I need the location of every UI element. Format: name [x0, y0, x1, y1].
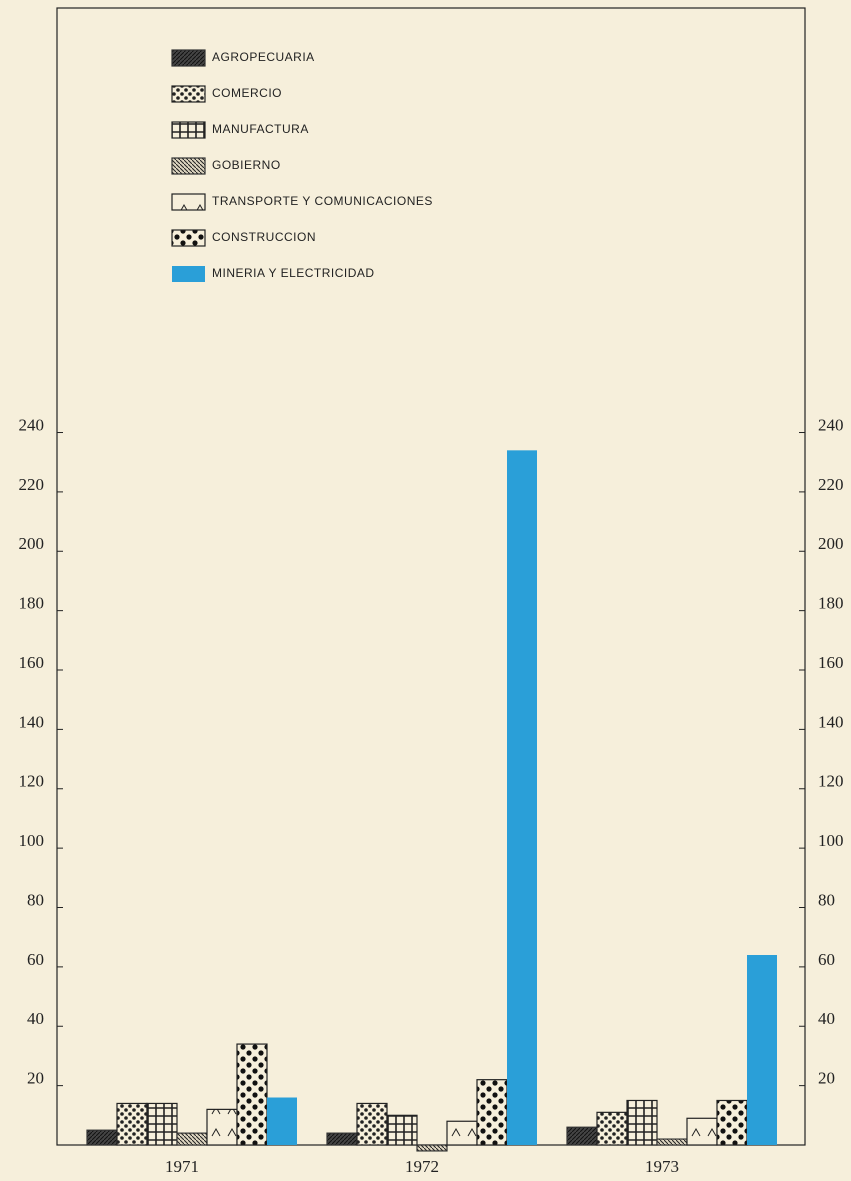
bar	[326, 1132, 358, 1146]
bar	[416, 1144, 448, 1152]
bar	[716, 1099, 748, 1146]
y-tick-label: 140	[19, 712, 45, 731]
bar	[596, 1111, 628, 1146]
y2-tick-label: 20	[818, 1069, 835, 1088]
y-tick-label: 120	[19, 772, 45, 791]
y2-tick-label: 80	[818, 890, 835, 909]
y2-tick-label: 100	[818, 831, 844, 850]
y-tick-label: 200	[19, 534, 45, 553]
y-tick-label: 220	[19, 475, 45, 494]
bar	[267, 1097, 297, 1145]
y-tick-label: 100	[19, 831, 45, 850]
y2-tick-label: 160	[818, 653, 844, 672]
bar	[386, 1114, 418, 1146]
bar	[116, 1102, 148, 1146]
y2-tick-label: 140	[818, 712, 844, 731]
y2-tick-label: 240	[818, 415, 844, 434]
bar	[656, 1138, 688, 1146]
bar	[146, 1102, 178, 1146]
bar	[476, 1079, 508, 1146]
legend-label: MANUFACTURA	[212, 122, 309, 136]
legend-swatch	[171, 157, 206, 175]
bar	[686, 1117, 718, 1146]
legend-swatch	[171, 229, 206, 247]
legend-label: MINERIA Y ELECTRICIDAD	[212, 266, 375, 280]
bar	[507, 450, 537, 1145]
y-tick-label: 180	[19, 594, 45, 613]
y2-tick-label: 200	[818, 534, 844, 553]
y-tick-label: 240	[19, 415, 45, 434]
legend-label: COMERCIO	[212, 86, 282, 100]
bar	[626, 1099, 658, 1146]
legend-label: AGROPECUARIA	[212, 50, 315, 64]
legend-swatch	[171, 85, 206, 103]
bar	[356, 1102, 388, 1146]
legend-label: TRANSPORTE Y COMUNICACIONES	[212, 194, 433, 208]
bar	[566, 1126, 598, 1146]
bar	[176, 1132, 208, 1146]
legend-label: GOBIERNO	[212, 158, 281, 172]
y2-tick-label: 120	[818, 772, 844, 791]
bar	[446, 1120, 478, 1146]
bar	[206, 1108, 238, 1146]
y-tick-label: 60	[27, 950, 44, 969]
x-tick-label: 1971	[165, 1157, 199, 1176]
bar	[236, 1043, 268, 1146]
legend-label: CONSTRUCCION	[212, 230, 316, 244]
legend-swatch	[171, 49, 206, 67]
y-tick-label: 40	[27, 1009, 44, 1028]
legend-swatch	[172, 266, 205, 282]
x-tick-label: 1973	[645, 1157, 679, 1176]
y-tick-label: 160	[19, 653, 45, 672]
y-tick-label: 80	[27, 890, 44, 909]
plot-frame	[56, 7, 806, 1146]
bar	[747, 955, 777, 1145]
bar	[86, 1129, 118, 1146]
x-tick-label: 1972	[405, 1157, 439, 1176]
y2-tick-label: 40	[818, 1009, 835, 1028]
legend-swatch	[171, 193, 206, 211]
legend-swatch	[171, 121, 206, 139]
y-tick-label: 20	[27, 1069, 44, 1088]
y2-tick-label: 180	[818, 594, 844, 613]
y2-tick-label: 220	[818, 475, 844, 494]
y2-tick-label: 60	[818, 950, 835, 969]
